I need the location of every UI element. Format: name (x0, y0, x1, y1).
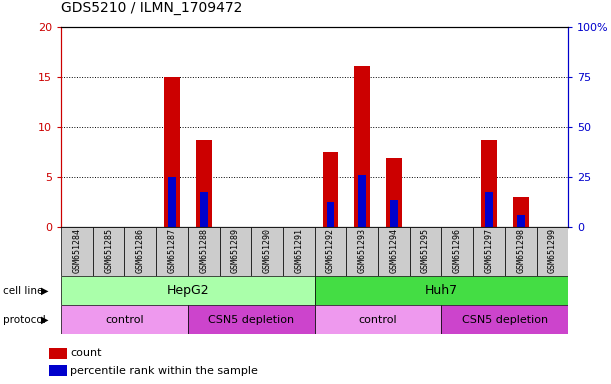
Text: GSM651288: GSM651288 (199, 228, 208, 273)
Text: cell line: cell line (3, 286, 43, 296)
Bar (61, 305, 188, 334)
Bar (410, 227, 441, 276)
Bar (485, 192, 493, 227)
Text: Huh7: Huh7 (425, 285, 458, 297)
Text: HepG2: HepG2 (167, 285, 209, 297)
Bar (49, 348, 67, 359)
Bar (513, 197, 529, 227)
Text: GSM651286: GSM651286 (136, 228, 145, 273)
Text: ▶: ▶ (41, 286, 48, 296)
Bar (283, 227, 315, 276)
Text: CSN5 depletion: CSN5 depletion (462, 314, 548, 325)
Bar (315, 276, 568, 305)
Bar (346, 227, 378, 276)
Bar (168, 177, 176, 227)
Bar (200, 192, 208, 227)
Text: GSM651291: GSM651291 (295, 228, 303, 273)
Bar (93, 227, 125, 276)
Text: GSM651284: GSM651284 (73, 228, 81, 273)
Bar (378, 227, 410, 276)
Bar (441, 227, 473, 276)
Text: GSM651289: GSM651289 (231, 228, 240, 273)
Bar (517, 215, 525, 227)
Bar (386, 158, 402, 227)
Bar (473, 227, 505, 276)
Text: GSM651290: GSM651290 (263, 228, 272, 273)
Bar (156, 227, 188, 276)
Text: count: count (70, 348, 101, 358)
Bar (390, 200, 398, 227)
Bar (315, 227, 346, 276)
Bar (505, 227, 536, 276)
Bar (61, 227, 93, 276)
Text: GDS5210 / ILMN_1709472: GDS5210 / ILMN_1709472 (61, 2, 243, 15)
Text: GSM651292: GSM651292 (326, 228, 335, 273)
Bar (481, 140, 497, 227)
Text: control: control (359, 314, 397, 325)
Bar (323, 152, 338, 227)
Bar (315, 305, 441, 334)
Bar (188, 227, 219, 276)
Bar (251, 227, 283, 276)
Text: GSM651296: GSM651296 (453, 228, 462, 273)
Text: protocol: protocol (3, 314, 46, 325)
Text: GSM651287: GSM651287 (167, 228, 177, 273)
Text: ▶: ▶ (41, 314, 48, 325)
Text: GSM651285: GSM651285 (104, 228, 113, 273)
Bar (354, 66, 370, 227)
Bar (536, 227, 568, 276)
Text: GSM651297: GSM651297 (485, 228, 494, 273)
Bar (326, 202, 334, 227)
Text: control: control (105, 314, 144, 325)
Bar (164, 77, 180, 227)
Bar (358, 175, 366, 227)
Text: GSM651299: GSM651299 (548, 228, 557, 273)
Text: CSN5 depletion: CSN5 depletion (208, 314, 295, 325)
Bar (219, 227, 251, 276)
Bar (441, 305, 568, 334)
Text: GSM651293: GSM651293 (357, 228, 367, 273)
Bar (125, 227, 156, 276)
Bar (188, 305, 315, 334)
Text: GSM651294: GSM651294 (389, 228, 398, 273)
Text: percentile rank within the sample: percentile rank within the sample (70, 366, 258, 376)
Text: GSM651295: GSM651295 (421, 228, 430, 273)
Bar (61, 276, 315, 305)
Bar (49, 365, 67, 376)
Text: GSM651298: GSM651298 (516, 228, 525, 273)
Bar (196, 140, 211, 227)
